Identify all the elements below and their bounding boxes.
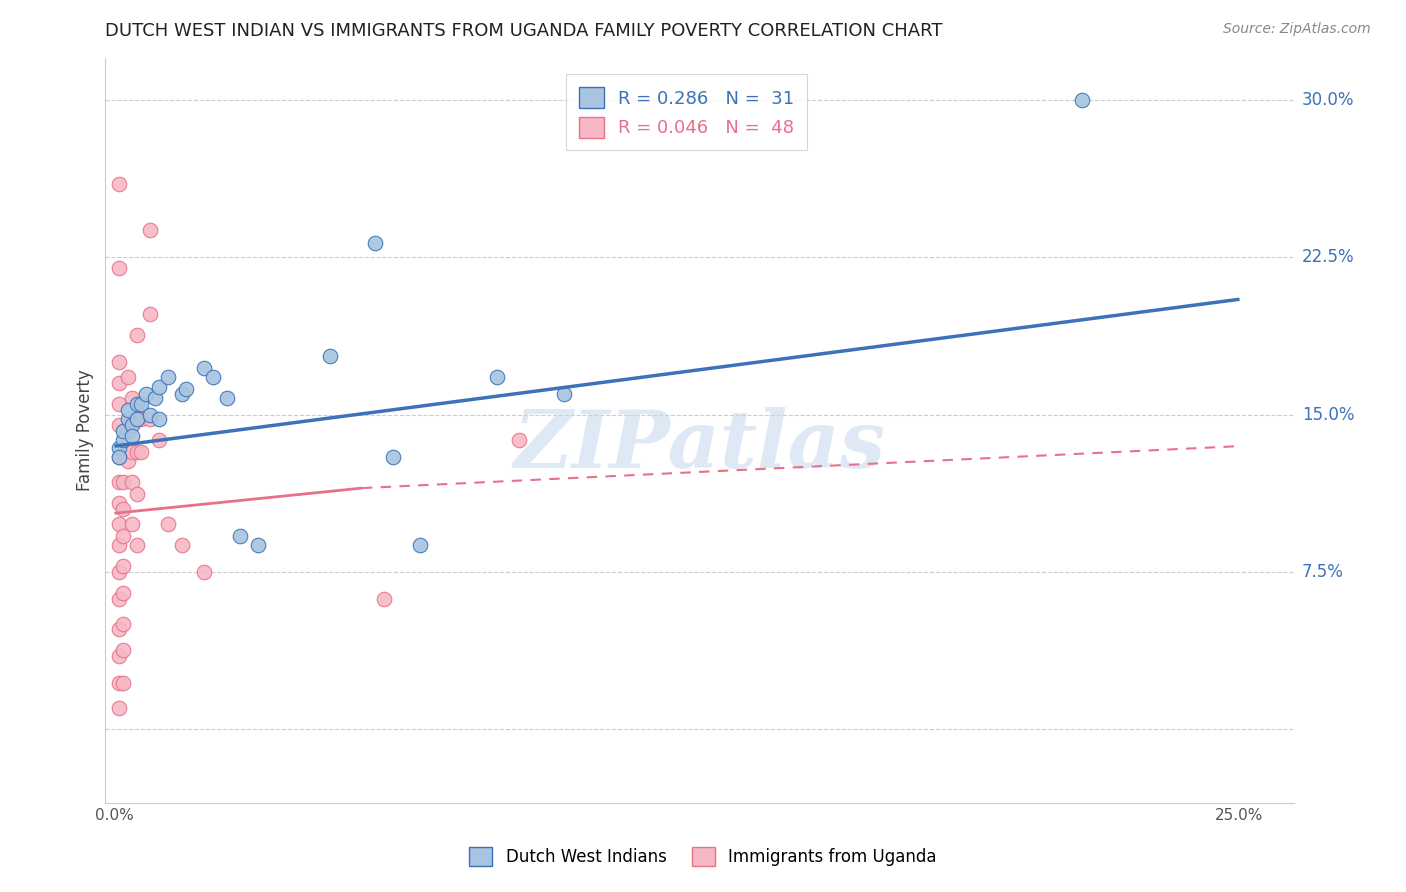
- Point: [553, 386, 575, 401]
- Legend: R = 0.286   N =  31, R = 0.046   N =  48: R = 0.286 N = 31, R = 0.046 N = 48: [567, 74, 807, 151]
- Point: [112, 617, 135, 632]
- Point: [364, 235, 387, 250]
- Point: [117, 425, 139, 439]
- Text: 15.0%: 15.0%: [1302, 406, 1354, 424]
- Point: [125, 327, 148, 342]
- Point: [319, 349, 342, 363]
- Point: [170, 386, 193, 401]
- Y-axis label: Family Poverty: Family Poverty: [76, 369, 94, 491]
- Point: [508, 433, 530, 447]
- Point: [108, 701, 131, 715]
- Point: [125, 487, 148, 501]
- Point: [112, 425, 135, 439]
- Point: [229, 529, 252, 543]
- Text: Source: ZipAtlas.com: Source: ZipAtlas.com: [1223, 22, 1371, 37]
- Point: [157, 516, 180, 531]
- Point: [409, 538, 432, 552]
- Text: 30.0%: 30.0%: [1302, 91, 1354, 109]
- Point: [125, 445, 148, 459]
- Text: 7.5%: 7.5%: [1302, 563, 1344, 581]
- Point: [382, 450, 405, 464]
- Point: [202, 370, 225, 384]
- Point: [139, 223, 162, 237]
- Point: [112, 433, 135, 447]
- Point: [112, 676, 135, 690]
- Point: [108, 450, 131, 464]
- Point: [193, 361, 215, 376]
- Point: [117, 403, 139, 417]
- Point: [135, 386, 157, 401]
- Point: [143, 391, 166, 405]
- Point: [108, 397, 131, 411]
- Point: [193, 565, 215, 579]
- Point: [125, 412, 148, 426]
- Point: [121, 475, 143, 489]
- Point: [131, 412, 153, 426]
- Point: [112, 558, 135, 573]
- Point: [117, 454, 139, 468]
- Point: [108, 592, 131, 607]
- Point: [112, 586, 135, 600]
- Point: [108, 260, 131, 275]
- Point: [1071, 93, 1094, 107]
- Point: [125, 412, 148, 426]
- Point: [139, 307, 162, 321]
- Point: [148, 412, 170, 426]
- Point: [157, 370, 180, 384]
- Point: [139, 412, 162, 426]
- Point: [131, 397, 153, 411]
- Point: [215, 391, 238, 405]
- Point: [148, 433, 170, 447]
- Point: [108, 441, 131, 455]
- Point: [112, 529, 135, 543]
- Point: [108, 648, 131, 663]
- Point: [121, 516, 143, 531]
- Point: [121, 418, 143, 433]
- Point: [108, 538, 131, 552]
- Text: ZIPatlas: ZIPatlas: [513, 407, 886, 484]
- Point: [247, 538, 270, 552]
- Point: [176, 383, 198, 397]
- Point: [125, 397, 148, 411]
- Point: [131, 445, 153, 459]
- Point: [117, 370, 139, 384]
- Point: [108, 622, 131, 636]
- Point: [121, 391, 143, 405]
- Point: [108, 496, 131, 510]
- Point: [170, 538, 193, 552]
- Point: [108, 418, 131, 433]
- Point: [108, 355, 131, 369]
- Point: [108, 565, 131, 579]
- Point: [108, 376, 131, 391]
- Point: [485, 370, 508, 384]
- Point: [139, 408, 162, 422]
- Point: [112, 502, 135, 516]
- Point: [121, 428, 143, 442]
- Text: DUTCH WEST INDIAN VS IMMIGRANTS FROM UGANDA FAMILY POVERTY CORRELATION CHART: DUTCH WEST INDIAN VS IMMIGRANTS FROM UGA…: [105, 22, 943, 40]
- Point: [121, 445, 143, 459]
- Point: [108, 676, 131, 690]
- Point: [108, 450, 131, 464]
- Point: [108, 475, 131, 489]
- Text: 22.5%: 22.5%: [1302, 248, 1354, 267]
- Point: [125, 538, 148, 552]
- Point: [117, 412, 139, 426]
- Point: [373, 592, 395, 607]
- Point: [108, 177, 131, 191]
- Legend: Dutch West Indians, Immigrants from Uganda: Dutch West Indians, Immigrants from Ugan…: [461, 838, 945, 875]
- Point: [112, 642, 135, 657]
- Point: [108, 516, 131, 531]
- Point: [148, 380, 170, 394]
- Point: [112, 475, 135, 489]
